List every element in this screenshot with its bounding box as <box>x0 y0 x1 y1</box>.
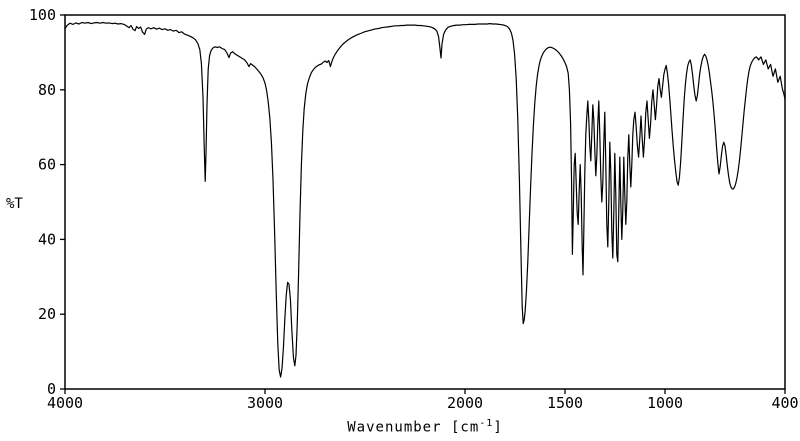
y-axis-tick-label: 100 <box>29 6 56 24</box>
y-axis-tick-label: 40 <box>38 230 56 248</box>
x-axis-tick-label: 2000 <box>447 394 483 412</box>
y-axis-tick-label: 80 <box>38 81 56 99</box>
y-axis-tick-label: 60 <box>38 156 56 174</box>
x-axis-title-text: Wavenumber [cm <box>347 419 480 436</box>
x-axis-tick-label: 4000 <box>47 394 83 412</box>
x-axis-title-superscript: -1 <box>479 418 494 429</box>
x-axis-title: Wavenumber [cm-1] <box>65 418 785 436</box>
y-axis-tick-label: 0 <box>47 380 56 398</box>
plot-frame <box>64 14 786 390</box>
spectrum-line <box>64 21 786 378</box>
y-axis-title: %T <box>6 196 23 212</box>
x-axis-title-bracket: ] <box>493 419 503 436</box>
x-axis-tick-label: 1000 <box>647 394 683 412</box>
x-axis-tick-label: 3000 <box>247 394 283 412</box>
x-axis-tick-label: 1500 <box>547 394 583 412</box>
x-axis-tick-label: 400 <box>771 394 798 412</box>
y-axis-tick-label: 20 <box>38 305 56 323</box>
